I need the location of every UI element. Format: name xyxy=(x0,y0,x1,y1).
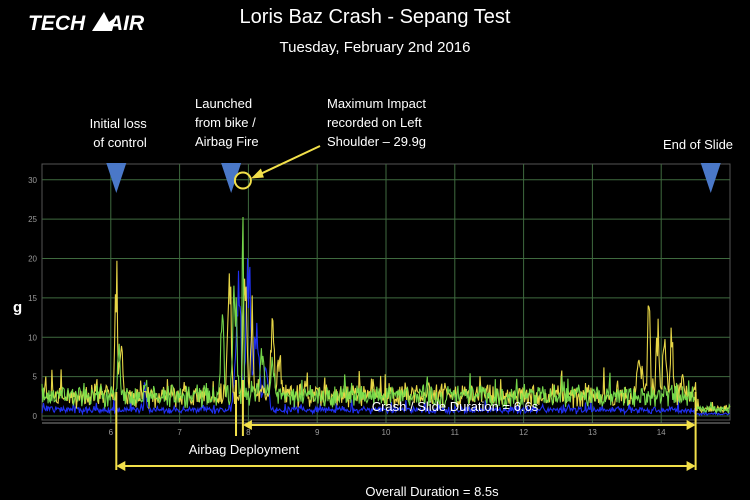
y-tick-label-10: 10 xyxy=(28,333,37,342)
x-tick-label-14: 14 xyxy=(657,428,666,437)
crash-slide-arrow-left xyxy=(242,420,252,430)
max-impact-arrow xyxy=(254,145,321,178)
y-tick-label-20: 20 xyxy=(28,255,37,264)
techair-logo: TECH AIR xyxy=(28,12,145,35)
overall-arrow-left xyxy=(116,461,126,471)
x-tick-label-9: 9 xyxy=(315,428,320,437)
annotation-launched: Launched from bike / Airbag Fire xyxy=(195,96,259,149)
chart-subtitle: Tuesday, February 2nd 2016 xyxy=(280,39,471,56)
x-tick-label-8: 8 xyxy=(246,428,251,437)
overall-duration-label: Overall Duration = 8.5s xyxy=(365,484,499,499)
annotation-marker-0 xyxy=(106,163,127,193)
logo-tech-text: TECH xyxy=(28,12,86,35)
series-line-1 xyxy=(41,216,731,415)
series-layer xyxy=(41,216,731,417)
x-tick-label-13: 13 xyxy=(588,428,597,437)
crash-slide-arrow-right xyxy=(686,420,696,430)
annotation-max-impact: Maximum Impact recorded on Left Shoulder… xyxy=(327,96,430,149)
crash-slide-duration-label: Crash / Slide Duration = 6.6s xyxy=(372,399,539,414)
y-axis-label: g xyxy=(13,299,22,316)
airbag-deployment-label: Airbag Deployment xyxy=(189,442,300,457)
duration-intervals xyxy=(115,380,697,471)
x-tick-label-10: 10 xyxy=(382,428,391,437)
max-impact-arrowhead xyxy=(250,168,264,179)
series-line-2 xyxy=(41,258,731,417)
annotation-marker-1 xyxy=(221,163,242,193)
y-tick-label-30: 30 xyxy=(28,176,37,185)
y-tick-label-15: 15 xyxy=(28,294,37,303)
x-tick-label-7: 7 xyxy=(177,428,182,437)
y-tick-label-5: 5 xyxy=(33,373,38,382)
logo-air-text: AIR xyxy=(107,12,145,35)
overall-arrow-right xyxy=(686,461,696,471)
annotation-marker-3 xyxy=(700,163,721,193)
grid xyxy=(42,164,730,424)
logo-wing-icon xyxy=(92,12,116,31)
annotation-markers xyxy=(106,163,721,193)
max-impact-callout xyxy=(233,145,321,190)
y-tick-label-0: 0 xyxy=(33,412,38,421)
x-tick-label-6: 6 xyxy=(109,428,114,437)
x-tick-label-11: 11 xyxy=(451,428,460,437)
max-impact-circle xyxy=(233,171,252,190)
annotation-initial-loss: Initial loss of control xyxy=(90,116,151,150)
y-tick-label-25: 25 xyxy=(28,215,37,224)
x-tick-label-12: 12 xyxy=(519,428,528,437)
annotation-end-of-slide: End of Slide xyxy=(663,137,733,152)
chart-title: Loris Baz Crash - Sepang Test xyxy=(240,6,511,28)
axis-ticks: 6 7 8 9 10 11 12 13 14 0 5 10 15 20 25 30 xyxy=(28,176,666,437)
